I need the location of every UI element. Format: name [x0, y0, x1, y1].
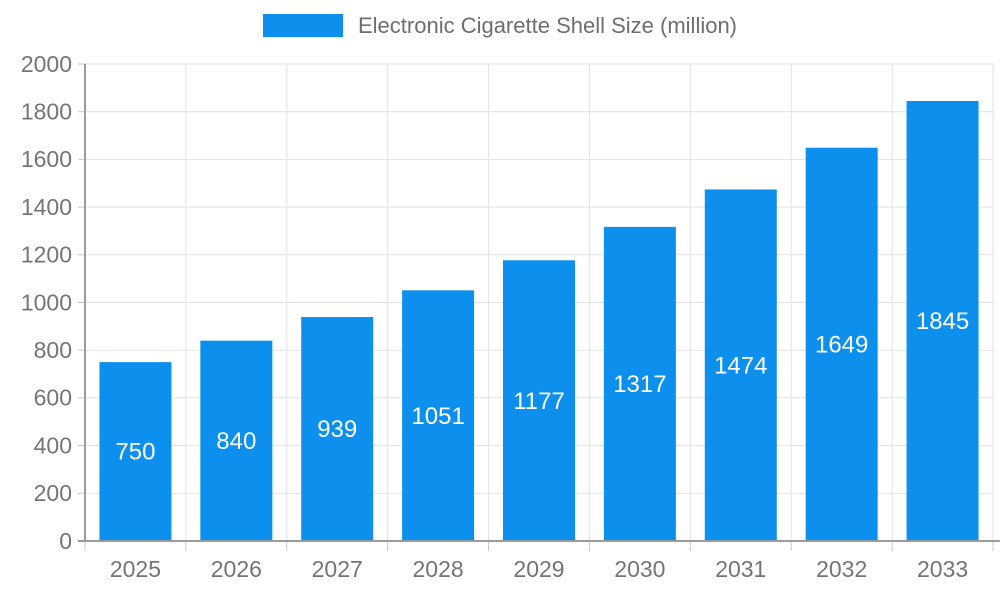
y-axis-label: 800: [34, 337, 72, 363]
x-axis-label: 2030: [614, 556, 665, 582]
bar-2027[interactable]: [301, 317, 374, 541]
legend[interactable]: Electronic Cigarette Shell Size (million…: [262, 13, 738, 38]
y-axis-label: 600: [34, 385, 72, 411]
y-axis-label: 2000: [21, 51, 72, 77]
bar-2028[interactable]: [402, 290, 475, 541]
y-axis-label: 200: [34, 480, 72, 506]
bar-value-label: 1649: [815, 332, 868, 359]
legend-label[interactable]: Electronic Cigarette Shell Size (million…: [357, 13, 738, 38]
bar-value-label: 1051: [411, 403, 464, 430]
bar-value-label: 939: [317, 416, 357, 443]
x-axis-label: 2028: [413, 556, 464, 582]
y-axis-label: 1000: [21, 289, 72, 315]
bar-2029[interactable]: [503, 260, 575, 541]
bar-value-label: 750: [115, 439, 155, 466]
bar-value-label: 1845: [916, 308, 969, 335]
bar-value-label: 840: [216, 428, 256, 455]
bar-2025[interactable]: [99, 362, 172, 541]
bar-value-label: 1177: [513, 388, 565, 415]
bar-2026[interactable]: [200, 340, 273, 541]
bar-2030[interactable]: [603, 226, 676, 541]
bar-2032[interactable]: [805, 147, 878, 541]
bar-2031[interactable]: [704, 189, 777, 542]
x-axis-label: 2025: [110, 556, 161, 582]
y-axis-label: 1200: [21, 242, 72, 268]
y-axis-label: 1800: [21, 99, 72, 125]
y-axis-label: 400: [34, 432, 72, 458]
x-axis-label: 2026: [211, 556, 262, 582]
bar-2033[interactable]: [906, 100, 979, 541]
legend-swatch[interactable]: [262, 14, 343, 37]
x-axis-label: 2032: [816, 556, 867, 582]
x-axis-label: 2033: [917, 556, 968, 582]
bar-value-label: 1317: [613, 371, 666, 398]
x-axis-label: 2027: [312, 556, 363, 582]
y-axis-label: 0: [59, 528, 72, 554]
x-axis-label: 2031: [715, 556, 766, 582]
x-axis-label: 2029: [513, 556, 564, 582]
y-axis-label: 1400: [21, 194, 72, 220]
bar-value-label: 1474: [714, 352, 767, 379]
y-axis-label: 1600: [21, 146, 72, 172]
